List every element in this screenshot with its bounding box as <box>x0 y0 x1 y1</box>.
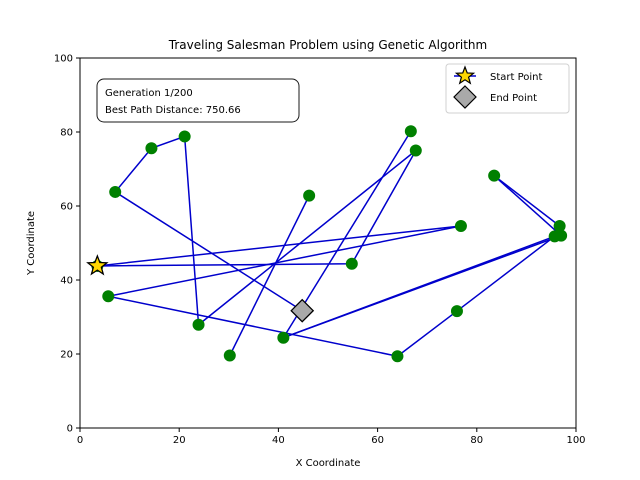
y-tick-label: 60 <box>60 202 73 213</box>
city-point <box>178 130 191 143</box>
generation-text: Generation 1/200 <box>105 88 193 99</box>
city-point <box>345 257 358 270</box>
x-axis-label: X Coordinate <box>296 458 361 469</box>
y-tick-label: 100 <box>54 54 73 65</box>
path-edge <box>108 295 398 357</box>
path-edge <box>396 310 458 357</box>
city-point <box>192 318 205 331</box>
city-point <box>223 349 236 362</box>
path-edge <box>493 175 562 237</box>
city-point <box>102 290 115 303</box>
y-tick-label: 40 <box>60 276 73 287</box>
endpoint-markers <box>86 254 315 323</box>
city-point <box>409 144 422 157</box>
path-edge <box>229 195 310 356</box>
path-edge <box>493 175 561 227</box>
city-point <box>145 142 158 155</box>
x-tick-label: 20 <box>173 435 186 446</box>
y-tick-label: 80 <box>60 128 73 139</box>
y-tick-label: 20 <box>60 350 73 361</box>
legend-end-label: End Point <box>490 93 537 104</box>
x-tick-label: 100 <box>566 435 585 446</box>
path-edge <box>283 234 562 339</box>
legend-start-marker <box>454 65 476 85</box>
city-point <box>450 305 463 318</box>
legend-start-label: Start Point <box>490 72 543 83</box>
city-point <box>454 219 467 232</box>
path-edge <box>108 225 462 298</box>
city-points <box>91 125 568 363</box>
city-point <box>391 350 404 363</box>
city-point <box>488 169 501 182</box>
x-tick-label: 60 <box>371 435 384 446</box>
x-tick-label: 40 <box>272 435 285 446</box>
path-edge <box>456 235 556 312</box>
legend: Start Point End Point <box>445 63 570 114</box>
y-axis-ticks: 0 20 40 60 80 100 <box>54 54 80 435</box>
end-point-marker <box>290 298 315 323</box>
chart-title: Traveling Salesman Problem using Genetic… <box>168 38 487 52</box>
plot-frame <box>79 57 577 429</box>
x-tick-label: 80 <box>470 435 483 446</box>
x-tick-label: 0 <box>77 435 83 446</box>
best-distance-text: Best Path Distance: 750.66 <box>105 105 241 116</box>
x-axis-ticks: 0 20 40 60 80 100 <box>77 428 586 446</box>
start-point-marker <box>86 254 109 276</box>
y-axis-label: Y Coordinate <box>26 211 37 276</box>
city-point <box>303 189 316 202</box>
info-box: Generation 1/200 Best Path Distance: 750… <box>96 78 300 123</box>
city-point <box>404 125 417 138</box>
y-tick-label: 0 <box>67 424 73 435</box>
city-point <box>277 331 290 344</box>
city-point <box>109 185 122 198</box>
legend-end-marker <box>453 85 477 109</box>
path-edge <box>97 225 462 267</box>
city-point <box>555 229 568 242</box>
